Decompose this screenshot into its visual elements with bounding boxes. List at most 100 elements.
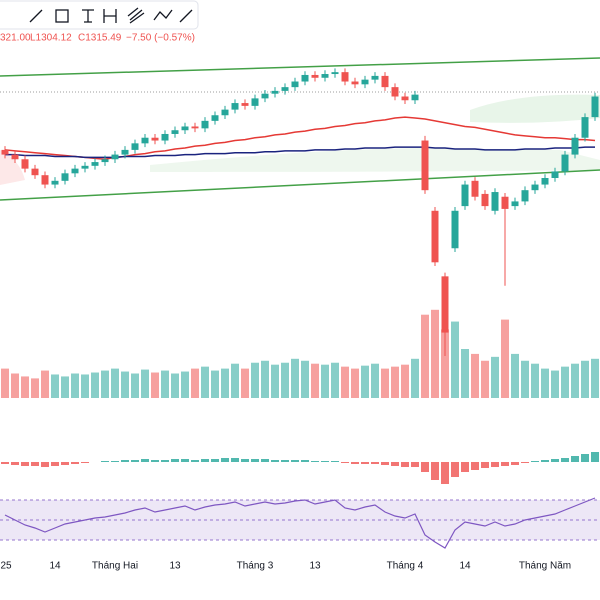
macd-bar [531,461,539,462]
volume-bar [271,364,279,398]
candle-body [421,140,429,191]
candle-body [491,192,499,211]
volume-bar [211,370,219,398]
candle-body [591,96,599,118]
volume-bar [431,309,439,398]
candle-body [221,109,229,116]
macd-bar [41,462,49,467]
macd-bar [471,462,479,470]
toolbar-bg [0,0,199,30]
volume-bar [171,373,179,398]
volume-bar [291,358,299,398]
volume-bar [381,368,389,398]
channel-line [0,57,600,77]
volume-bar [461,349,469,398]
macd-bar [191,460,199,462]
candle-body [121,149,129,155]
volume-bar [231,363,239,398]
volume-bar [131,373,139,398]
tool-measure[interactable] [179,9,193,23]
tool-path[interactable] [153,9,173,21]
candle-body [191,126,199,129]
candle-body [111,154,119,160]
x-tick-label: 13 [169,561,181,572]
candle-body [451,210,459,249]
tool-fib[interactable] [103,9,117,23]
volume-bar [351,368,359,398]
macd-bar [421,462,429,472]
volume-bar [321,364,329,398]
candle-body [31,168,39,176]
channel-line [0,169,600,201]
candle-body [581,117,589,138]
macd-bar [141,459,149,462]
candle-body [131,143,139,150]
toolbar [0,0,199,30]
macd-bar [381,462,389,465]
volume-bar [441,329,449,398]
macd-bar [261,459,269,462]
volume-bar [51,374,59,398]
macd-bar [291,460,299,462]
ohlc-close: C1315.49 [78,33,122,44]
macd-bar [491,462,499,467]
volume-bar [191,368,199,398]
macd-bar [111,461,119,462]
candle-body [311,74,319,78]
macd-bar [321,461,329,462]
ohlc-high: 321.00 [0,33,31,44]
candle-body [271,90,279,94]
macd-bar [201,459,209,462]
volume-bar [91,372,99,398]
macd-bar [441,462,449,484]
macd-bar [171,459,179,462]
volume-bar [451,321,459,398]
volume-bar [21,376,29,398]
volume-bar [591,358,599,398]
volume-bar [101,370,109,398]
candle-body [281,87,289,91]
candle-body [91,162,99,166]
volume-bar [471,353,479,398]
candle-body [241,103,249,106]
volume-bar [301,360,309,398]
macd-bar [81,462,89,463]
volume-bar [261,360,269,398]
macd-bar [391,462,399,466]
x-tick-label: Tháng 4 [387,561,424,572]
macd-bar [21,462,29,466]
candle-body [151,137,159,141]
volume-bar [371,363,379,398]
candle-body [551,171,559,178]
volume-bar [511,353,519,398]
volume-bar [121,371,129,398]
macd-bar [551,459,559,462]
macd-bar [271,460,279,462]
volume-bar [181,371,189,398]
tool-rect[interactable] [55,9,69,23]
volume-bar [421,314,429,398]
candle-body [161,133,169,141]
moving-average [5,146,595,159]
tool-line[interactable] [29,9,43,23]
candle-body [211,115,219,121]
macd-bar [181,459,189,462]
candle-body [381,75,389,88]
macd-bar [301,460,309,462]
rsi-line [4,497,596,549]
volume-bar [521,360,529,398]
macd-bar [591,452,599,462]
x-tick-label: 25 [0,561,12,572]
tool-pattern[interactable] [127,7,145,24]
x-tick-label: 14 [49,561,61,572]
volume-bar [541,368,549,398]
macd-bar [581,454,589,462]
x-tick-label: Tháng Năm [519,561,571,572]
candle-body [541,178,549,185]
candle-body [181,126,189,131]
volume-bar [251,362,259,398]
tool-text[interactable] [82,9,94,23]
x-tick-label: 13 [309,561,321,572]
volume-bar [341,366,349,398]
